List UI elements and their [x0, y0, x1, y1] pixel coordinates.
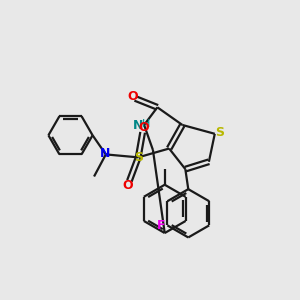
Text: O: O	[139, 122, 149, 134]
Text: F: F	[157, 219, 166, 232]
Text: O: O	[127, 91, 138, 103]
Text: H: H	[142, 119, 151, 129]
Text: S: S	[215, 126, 224, 139]
Text: N: N	[132, 119, 143, 132]
Text: S: S	[134, 151, 143, 164]
Text: N: N	[100, 147, 110, 160]
Text: O: O	[123, 179, 133, 192]
